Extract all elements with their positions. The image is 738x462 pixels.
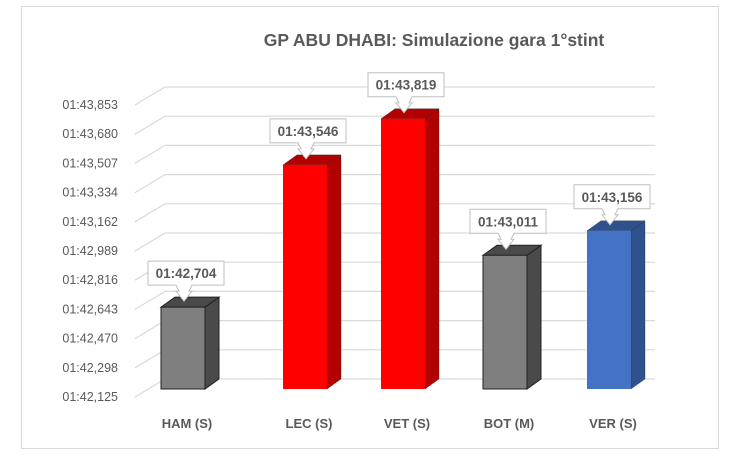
data-label: 01:43,011: [469, 208, 547, 251]
y-tick-label: 01:42,989: [62, 244, 118, 258]
data-label: 01:43,156: [573, 184, 651, 226]
svg-text:01:43,819: 01:43,819: [376, 78, 437, 93]
y-tick-label: 01:42,643: [62, 302, 118, 316]
chart-title: GP ABU DHABI: Simulazione gara 1°stint: [263, 30, 605, 50]
svg-text:01:43,011: 01:43,011: [478, 214, 539, 229]
gridline: [134, 144, 655, 164]
y-tick-label: 01:43,680: [62, 127, 118, 141]
x-tick-label: BOT (M): [484, 416, 535, 431]
y-tick-label: 01:42,470: [62, 332, 118, 346]
y-tick-label: 01:43,507: [62, 156, 118, 170]
x-tick-label: LEC (S): [286, 416, 333, 431]
x-tick-label: VER (S): [589, 416, 637, 431]
svg-text:01:42,704: 01:42,704: [156, 266, 217, 281]
gridline: [134, 86, 655, 106]
y-tick-label: 01:42,816: [62, 273, 118, 287]
bar-vet[interactable]: [380, 108, 440, 390]
x-tick-label: HAM (S): [162, 416, 213, 431]
bar-lec[interactable]: [282, 154, 342, 390]
data-label: 01:43,819: [367, 72, 445, 114]
bar-bot[interactable]: [481, 244, 543, 390]
bar-ver[interactable]: [586, 220, 646, 390]
gridline: [134, 115, 655, 135]
x-tick-label: VET (S): [384, 416, 430, 431]
y-tick-label: 01:43,334: [62, 186, 118, 200]
y-tick-label: 01:42,298: [62, 361, 118, 375]
svg-text:01:43,156: 01:43,156: [582, 190, 643, 205]
y-tick-label: 01:43,162: [62, 215, 118, 229]
y-tick-label: 01:42,125: [62, 390, 118, 404]
bar-ham[interactable]: [159, 296, 221, 390]
gridline: [134, 203, 655, 223]
y-tick-label: 01:43,853: [62, 98, 118, 112]
gridline: [134, 174, 655, 194]
svg-text:01:43,546: 01:43,546: [278, 124, 339, 139]
data-label: 01:43,546: [269, 118, 347, 160]
data-label: 01:42,704: [147, 260, 225, 302]
